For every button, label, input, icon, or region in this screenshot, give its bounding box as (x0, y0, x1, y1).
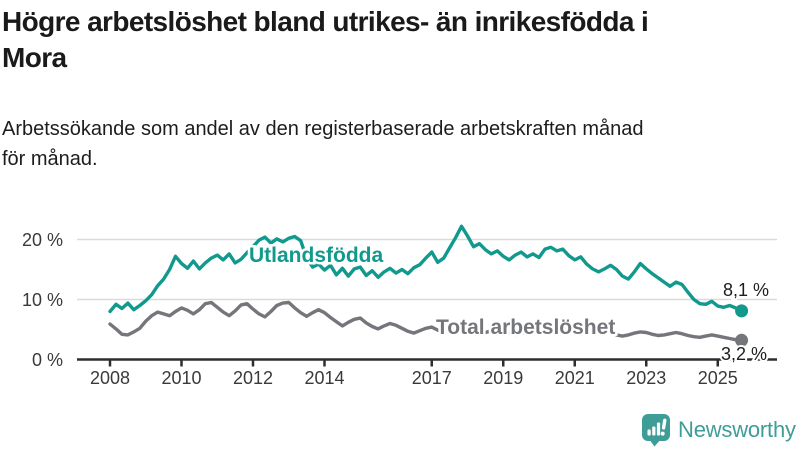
y-axis-tick-label: 20 % (22, 230, 63, 250)
y-axis-tick-label: 0 % (32, 350, 63, 370)
series-end-dot-total (735, 333, 749, 347)
chart-subtitle: Arbetssökande som andel av den registerb… (2, 114, 800, 174)
x-axis-tick-label: 2021 (555, 368, 595, 388)
series-line-utlandsfodda (108, 224, 744, 314)
series-label-utlandsfodda: Utlandsfödda (249, 244, 383, 267)
series-end-value-total: 3,2 % (721, 344, 767, 364)
x-axis-tick-label: 2025 (698, 368, 738, 388)
x-axis-tick-label: 2012 (233, 368, 273, 388)
newsworthy-logo[interactable]: Newsworthy (641, 413, 796, 447)
newsworthy-wordmark: Newsworthy (678, 417, 796, 442)
chart-subtitle-line-2: för månad. (2, 148, 98, 170)
series-line-total (108, 300, 744, 343)
series-label-total: Total arbetslöshet (436, 316, 615, 339)
chart-title-line-2: Mora (2, 42, 67, 73)
newsworthy-icon (642, 414, 670, 447)
x-axis-tick-label: 2023 (626, 368, 666, 388)
chart-title-line-1: Högre arbetslöshet bland utrikes- än inr… (2, 6, 649, 37)
series-end-value-utlandsfodda: 8,1 % (723, 280, 769, 300)
unemployment-line-chart: 20 % 10 % 0 % 2008 2010 2012 2014 2017 2019 2021 2… (22, 224, 777, 388)
chart-subtitle-line-1: Arbetssökande som andel av den registerb… (2, 118, 644, 140)
x-axis-tick-label: 2010 (161, 368, 201, 388)
x-axis-tick-label: 2019 (483, 368, 523, 388)
series-end-dot-utlandsfodda (735, 304, 749, 318)
x-axis-tick-label: 2008 (90, 368, 130, 388)
chart-title: Högre arbetslöshet bland utrikes- än inr… (2, 4, 800, 76)
y-axis-tick-label: 10 % (22, 290, 63, 310)
x-axis-tick-label: 2014 (304, 368, 344, 388)
x-axis-tick-label: 2017 (412, 368, 452, 388)
